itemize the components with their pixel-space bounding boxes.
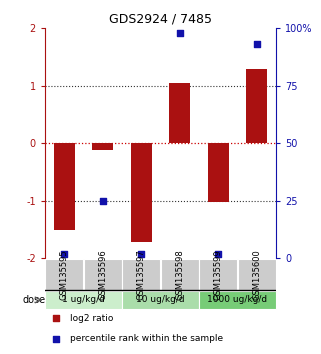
Bar [199,291,276,309]
Bar [45,291,122,309]
Text: GSM135600: GSM135600 [252,249,261,300]
Point [216,251,221,257]
Bar [54,143,75,230]
Bar [45,259,83,290]
Bar [131,143,152,242]
Bar [199,259,237,290]
Bar [84,259,122,290]
Text: GSM135596: GSM135596 [98,249,107,300]
Point [54,336,59,342]
Text: 1000 ug/kg/d: 1000 ug/kg/d [207,296,268,304]
Text: 1 ug/kg/d: 1 ug/kg/d [62,296,105,304]
Bar [122,259,160,290]
Title: GDS2924 / 7485: GDS2924 / 7485 [109,13,212,26]
Bar [169,83,190,143]
Bar [92,143,113,150]
Bar [246,69,267,143]
Text: GSM135599: GSM135599 [214,249,223,300]
Text: log2 ratio: log2 ratio [70,314,114,322]
Bar [122,291,199,309]
Text: GSM135598: GSM135598 [175,249,184,300]
Text: GSM135595: GSM135595 [60,249,69,300]
Point [54,315,59,321]
Text: GSM135597: GSM135597 [137,249,146,300]
Bar [161,259,199,290]
Point [100,198,105,204]
Point [139,251,144,257]
Point [177,30,182,36]
Bar [238,259,276,290]
Text: 10 ug/kg/d: 10 ug/kg/d [136,296,185,304]
Point [62,251,67,257]
Point [254,42,259,47]
Text: dose: dose [22,295,45,305]
Bar [208,143,229,202]
Text: percentile rank within the sample: percentile rank within the sample [70,335,223,343]
